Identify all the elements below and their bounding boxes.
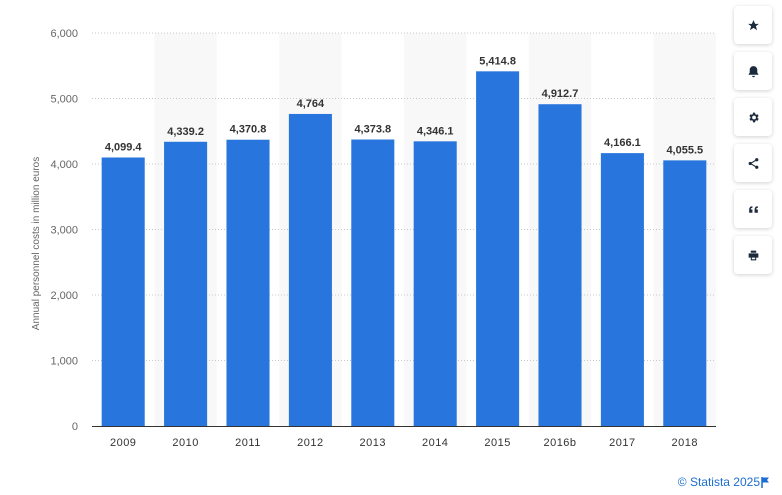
quote-icon — [748, 205, 758, 213]
data-label: 4,373.8 — [354, 124, 391, 136]
notification-button[interactable] — [734, 52, 772, 90]
data-label: 4,099.4 — [105, 141, 143, 153]
bar[interactable] — [164, 141, 208, 426]
x-tick-label: 2012 — [297, 437, 323, 449]
print-button[interactable] — [734, 236, 772, 274]
data-label: 4,339.2 — [167, 126, 204, 138]
print-icon — [748, 250, 758, 260]
bar[interactable] — [226, 139, 270, 427]
data-label: 4,055.5 — [666, 144, 703, 156]
bar[interactable] — [288, 113, 332, 426]
y-tick-label: 4,000 — [50, 159, 78, 171]
y-tick-label: 0 — [72, 421, 78, 433]
x-tick-label: 2014 — [422, 437, 448, 449]
bars: 4,099.4 4,339.2 4,370.8 4,764 4,373.8 4,346.1… — [101, 55, 707, 427]
x-tick-label: 2011 — [235, 437, 261, 449]
star-icon — [747, 19, 759, 30]
share-button[interactable] — [734, 144, 772, 182]
data-label: 4,370.8 — [230, 124, 267, 136]
gear-icon — [748, 112, 759, 122]
data-label: 4,912.7 — [542, 88, 579, 100]
y-ticks: 0 1,000 2,000 3,000 4,000 5,000 6,000 — [50, 28, 78, 433]
x-ticks: 2009 2010 2011 2012 2013 2014 2015 2016b 2017 201… — [110, 437, 698, 449]
settings-button[interactable] — [734, 98, 772, 136]
x-tick-label: 2018 — [672, 437, 698, 449]
bar[interactable] — [413, 141, 457, 426]
y-tick-label: 5,000 — [50, 94, 78, 106]
x-tick-label: 2015 — [484, 437, 510, 449]
y-tick-label: 6,000 — [50, 28, 78, 40]
bar[interactable] — [538, 104, 582, 427]
data-label: 4,346.1 — [417, 125, 454, 137]
x-tick-label: 2013 — [360, 437, 386, 449]
x-tick-label: 2016b — [543, 437, 576, 449]
x-tick-label: 2017 — [609, 437, 635, 449]
y-tick-label: 1,000 — [50, 356, 78, 368]
share-icon — [748, 157, 758, 169]
favorite-button[interactable] — [734, 6, 772, 44]
data-label: 5,414.8 — [479, 55, 516, 67]
x-tick-label: 2009 — [110, 437, 136, 449]
bar[interactable] — [663, 160, 707, 426]
bell-icon — [748, 65, 758, 77]
toolbar — [734, 6, 772, 282]
y-tick-label: 2,000 — [50, 290, 78, 302]
bar[interactable] — [351, 139, 395, 426]
x-tick-label: 2010 — [172, 437, 198, 449]
y-axis-title: Annual personnel costs in million euros — [31, 157, 42, 330]
y-tick-label: 3,000 — [50, 225, 78, 237]
bar[interactable] — [600, 153, 644, 426]
data-label: 4,166.1 — [604, 137, 641, 149]
bar[interactable] — [476, 71, 520, 426]
cite-button[interactable] — [734, 190, 772, 228]
flag-icon[interactable] — [761, 477, 770, 488]
bar[interactable] — [101, 157, 145, 426]
data-label: 4,764 — [297, 98, 325, 110]
statista-credit[interactable]: © Statista 2025 — [677, 475, 760, 489]
